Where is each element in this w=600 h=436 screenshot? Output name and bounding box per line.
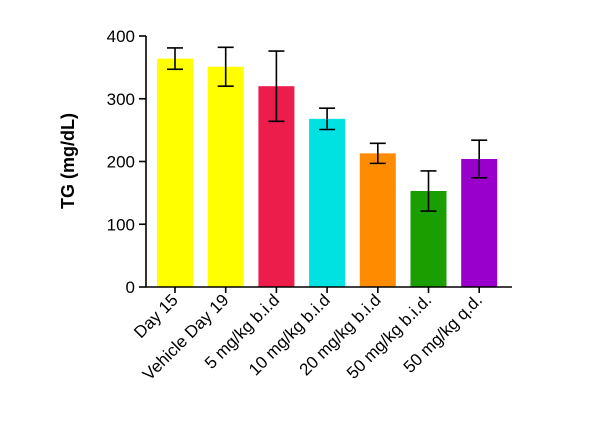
- x-category-label: Vehicle Day 19: [139, 290, 233, 384]
- bar: [309, 118, 346, 287]
- y-tick-label: 400: [107, 27, 135, 46]
- bar: [207, 66, 244, 287]
- bar: [359, 153, 396, 287]
- y-tick-label: 100: [107, 215, 135, 234]
- bar: [157, 58, 193, 288]
- y-tick-label: 300: [107, 90, 135, 109]
- y-axis-title: TG (mg/dL): [58, 113, 78, 209]
- bar: [461, 158, 498, 287]
- y-tick-label: 0: [126, 278, 135, 297]
- y-tick-label: 200: [107, 153, 135, 172]
